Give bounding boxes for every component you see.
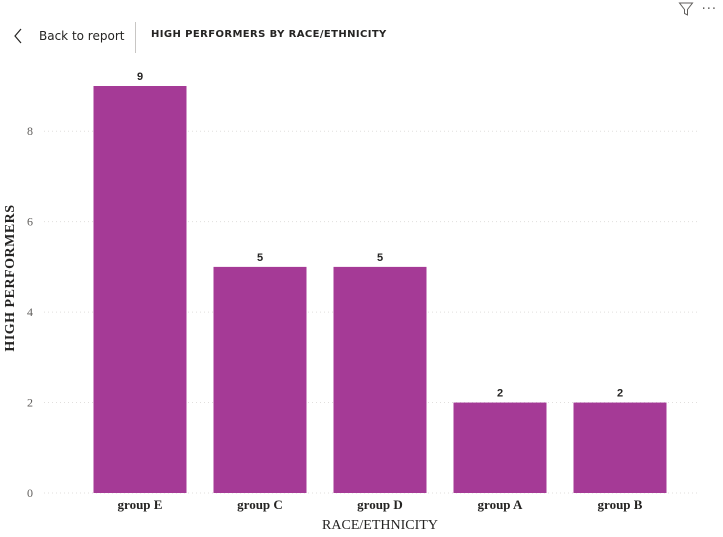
data-label: 2 bbox=[617, 388, 623, 400]
y-tick-label: 2 bbox=[27, 396, 33, 410]
bar-group-a[interactable] bbox=[453, 402, 547, 493]
data-label: 9 bbox=[137, 71, 143, 83]
y-axis-ticks: 0 2 4 6 8 bbox=[27, 124, 33, 500]
y-tick-label: 0 bbox=[27, 486, 33, 500]
x-axis-ticks: group E group C group D group A group B bbox=[118, 497, 643, 512]
y-tick-label: 4 bbox=[27, 305, 33, 319]
x-tick-label: group B bbox=[598, 497, 643, 512]
bars bbox=[93, 86, 667, 493]
bar-group-c[interactable] bbox=[213, 266, 307, 493]
x-axis-title: RACE/ETHNICITY bbox=[322, 518, 438, 533]
more-options-icon[interactable]: ··· bbox=[701, 1, 717, 17]
visual-header-icons: ··· bbox=[678, 0, 717, 18]
data-labels: 9 5 5 2 2 bbox=[137, 71, 623, 400]
y-tick-label: 8 bbox=[27, 124, 33, 138]
y-axis-title: HIGH PERFORMERS bbox=[3, 204, 18, 351]
x-tick-label: group A bbox=[478, 497, 524, 512]
chart-title: HIGH PERFORMERS BY RACE/ETHNICITY bbox=[151, 29, 387, 40]
bar-group-b[interactable] bbox=[573, 402, 667, 493]
data-label: 5 bbox=[257, 252, 263, 264]
x-tick-label: group C bbox=[237, 497, 283, 512]
x-tick-label: group E bbox=[118, 497, 163, 512]
bar-group-d[interactable] bbox=[333, 266, 427, 493]
header-divider bbox=[135, 22, 136, 53]
data-label: 2 bbox=[497, 388, 503, 400]
x-tick-label: group D bbox=[357, 497, 403, 512]
chevron-left-icon bbox=[12, 24, 28, 48]
back-to-report-button[interactable]: Back to report bbox=[12, 24, 124, 48]
bar-group-e[interactable] bbox=[93, 86, 187, 493]
y-tick-label: 6 bbox=[27, 215, 33, 229]
back-to-report-label: Back to report bbox=[39, 29, 125, 43]
visual-header: Back to report HIGH PERFORMERS BY RACE/E… bbox=[0, 20, 723, 54]
filter-icon[interactable] bbox=[678, 1, 694, 17]
data-label: 5 bbox=[377, 252, 383, 264]
